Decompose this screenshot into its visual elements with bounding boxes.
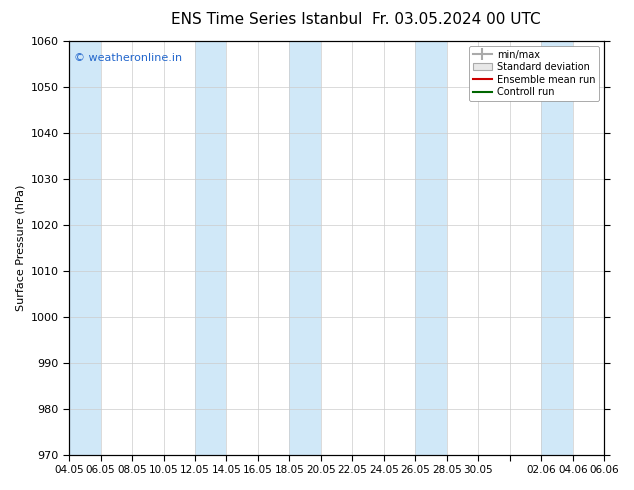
Bar [305,41,321,455]
Text: ENS Time Series Istanbul: ENS Time Series Istanbul [171,12,362,27]
Y-axis label: Surface Pressure (hPa): Surface Pressure (hPa) [15,185,25,311]
Bar [415,41,431,455]
Bar [290,41,305,455]
Bar [541,41,557,455]
Bar [195,41,210,455]
Bar [69,41,85,455]
Bar [557,41,573,455]
Text: © weatheronline.in: © weatheronline.in [74,53,183,64]
Legend: min/max, Standard deviation, Ensemble mean run, Controll run: min/max, Standard deviation, Ensemble me… [469,46,599,101]
Text: Fr. 03.05.2024 00 UTC: Fr. 03.05.2024 00 UTC [372,12,541,27]
Bar [431,41,447,455]
Bar [210,41,226,455]
Bar [85,41,101,455]
